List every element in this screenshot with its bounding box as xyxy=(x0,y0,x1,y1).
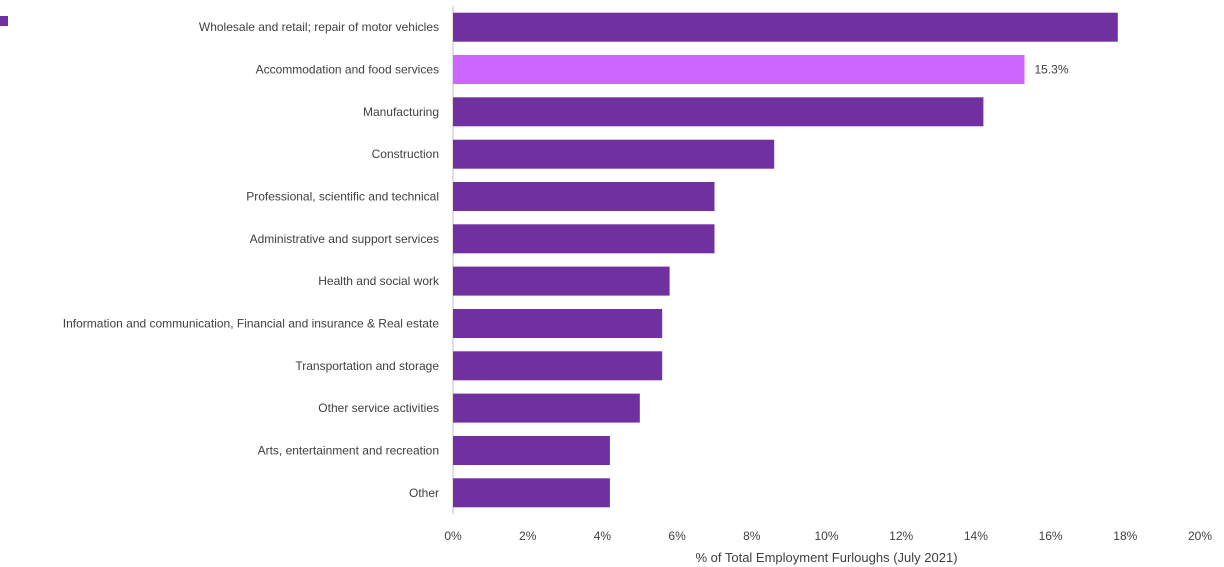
x-tick-label: 14% xyxy=(964,529,988,543)
bar xyxy=(453,478,610,508)
category-label: Manufacturing xyxy=(363,105,439,119)
data-labels: 15.3% xyxy=(1035,63,1069,77)
category-label: Construction xyxy=(372,147,439,161)
category-label: Administrative and support services xyxy=(250,232,439,246)
category-label: Professional, scientific and technical xyxy=(246,190,439,204)
x-tick-label: 2% xyxy=(519,529,537,543)
x-tick-label: 8% xyxy=(743,529,761,543)
x-tick-label: 18% xyxy=(1113,529,1137,543)
data-label: 15.3% xyxy=(1035,63,1069,77)
bar xyxy=(453,55,1025,84)
x-tick-labels: 0% 2% 4% 6% 8% 10% 12% 14% 16% 18% 20% xyxy=(444,529,1212,543)
bar xyxy=(453,351,663,381)
bars-group xyxy=(453,12,1118,508)
category-label: Information and communication, Financial… xyxy=(63,317,440,331)
x-tick-label: 12% xyxy=(889,529,913,543)
legend-swatch xyxy=(0,16,8,26)
bar xyxy=(453,139,775,169)
bar xyxy=(453,309,663,338)
category-label: Accommodation and food services xyxy=(256,63,439,77)
bar xyxy=(453,224,715,254)
category-label: Other xyxy=(409,486,439,500)
bar xyxy=(453,12,1118,42)
x-tick-label: 0% xyxy=(444,529,462,543)
x-tick-label: 16% xyxy=(1039,529,1063,543)
bar xyxy=(453,436,610,465)
category-label: Transportation and storage xyxy=(295,359,439,373)
category-label: Wholesale and retail; repair of motor ve… xyxy=(199,20,439,34)
category-labels: Wholesale and retail; repair of motor ve… xyxy=(63,20,440,500)
category-label: Arts, entertainment and recreation xyxy=(258,444,439,458)
bar xyxy=(453,266,670,296)
bar xyxy=(453,393,640,423)
category-label: Other service activities xyxy=(318,401,439,415)
x-tick-label: 6% xyxy=(668,529,686,543)
x-tick-label: 4% xyxy=(594,529,612,543)
bar xyxy=(453,97,984,127)
x-axis-title: % of Total Employment Furloughs (July 20… xyxy=(695,550,957,565)
category-label: Health and social work xyxy=(318,274,440,288)
x-tick-label: 20% xyxy=(1188,529,1212,543)
x-tick-label: 10% xyxy=(814,529,838,543)
bar xyxy=(453,182,715,211)
